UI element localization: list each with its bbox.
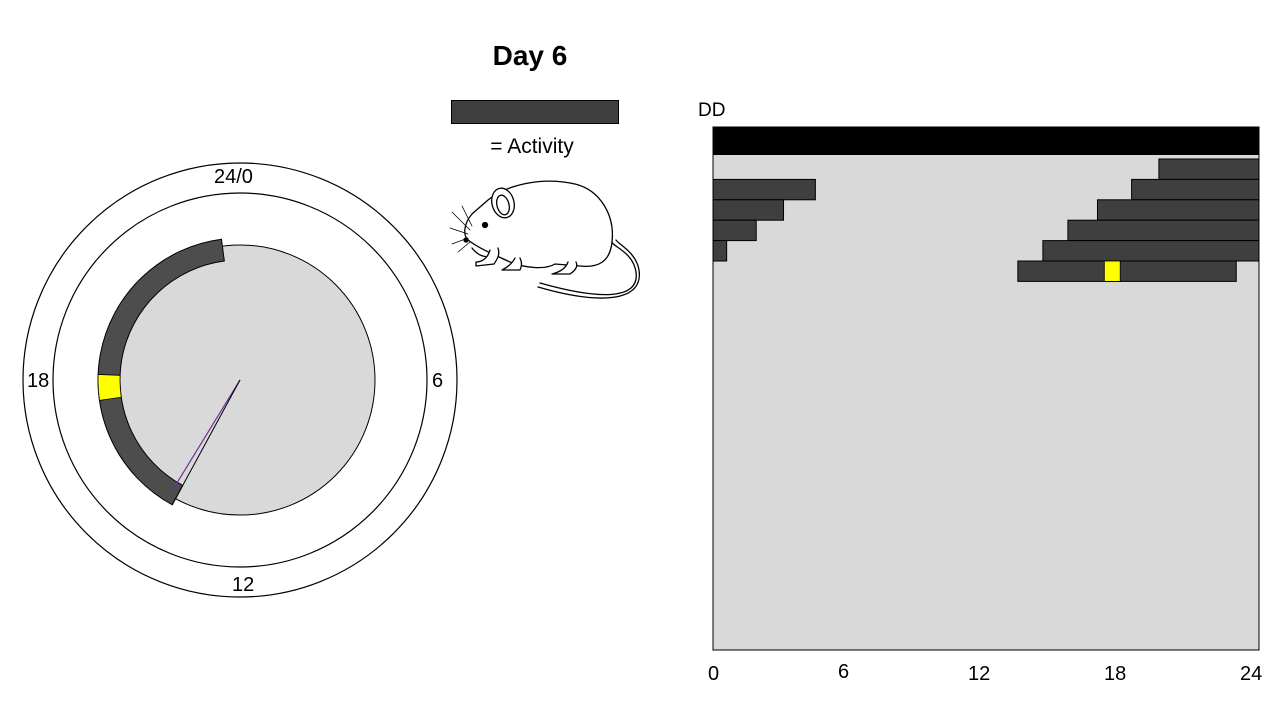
actogram-bouts <box>712 158 1260 282</box>
mouse-icon <box>449 180 640 299</box>
page-title: Day 6 <box>492 40 568 71</box>
actogram <box>712 126 1260 651</box>
actogram-condition-label: DD <box>698 100 726 121</box>
clock-activity-arc <box>97 238 225 506</box>
clock-current-time-marker <box>97 374 122 401</box>
actogram-x-tick: 18 <box>1104 663 1127 685</box>
clock-hand <box>172 379 241 490</box>
actogram-activity-bout <box>1158 158 1260 180</box>
clock <box>22 162 458 598</box>
clock-label-top: 24/0 <box>214 166 253 188</box>
clock-label-left: 18 <box>27 370 50 392</box>
clock-activity-onset-line <box>171 379 241 506</box>
legend-activity-swatch <box>451 100 619 124</box>
actogram-dd-header-bar <box>713 127 1259 155</box>
actogram-x-tick: 6 <box>838 661 850 683</box>
actogram-activity-bout <box>712 199 785 221</box>
actogram-x-tick: 12 <box>968 663 991 685</box>
actogram-activity-bout <box>1131 178 1260 201</box>
actogram-x-tick: 24 <box>1240 663 1263 685</box>
clock-label-bottom: 12 <box>232 574 255 596</box>
actogram-activity-bout <box>712 219 757 242</box>
actogram-activity-bout <box>1042 240 1260 262</box>
clock-label-right: 6 <box>432 370 444 392</box>
actogram-activity-bout <box>1017 260 1237 282</box>
actogram-current-time-marker <box>1103 260 1121 282</box>
actogram-activity-bout <box>1096 199 1260 221</box>
legend-activity-label: = Activity <box>490 135 574 158</box>
actogram-activity-bout <box>712 240 728 262</box>
actogram-activity-bout <box>1067 219 1260 242</box>
actogram-activity-bout <box>712 178 816 201</box>
actogram-x-tick: 0 <box>708 663 720 685</box>
